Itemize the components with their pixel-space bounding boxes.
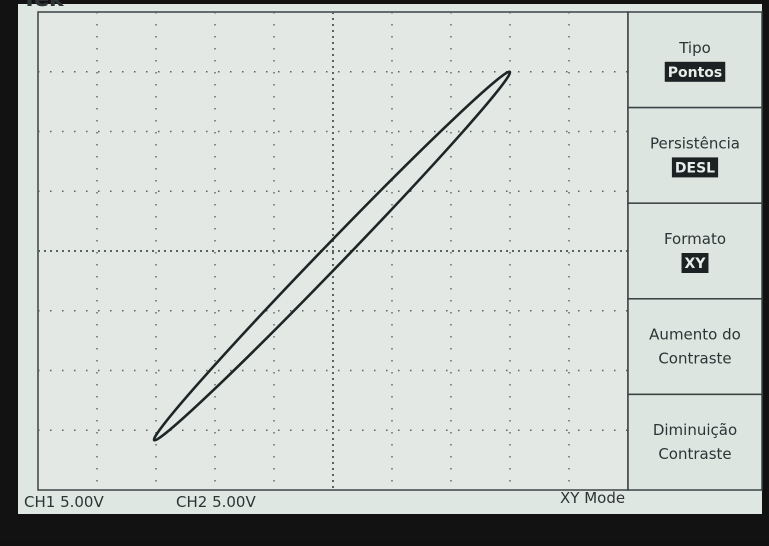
menu-label: Contraste bbox=[658, 445, 731, 463]
menu-label: Formato bbox=[664, 230, 726, 248]
menu-value: DESL bbox=[675, 160, 715, 176]
menu-label: Persistência bbox=[650, 134, 740, 152]
brand: Tek bbox=[22, 0, 65, 12]
menu-label: Tipo bbox=[678, 39, 711, 57]
menu-button-frame bbox=[628, 299, 762, 395]
oscilloscope-screen: Tek Tipo Pontos Persistência DESL Formato XY A… bbox=[0, 0, 769, 542]
side-menu: Tipo Pontos Persistência DESL Formato XY Aumen… bbox=[628, 12, 762, 490]
menu-button-frame bbox=[628, 12, 762, 108]
menu-button[interactable]: Aumento do Contraste bbox=[628, 299, 762, 395]
menu-label: Diminuição bbox=[653, 421, 737, 439]
menu-button-frame bbox=[628, 108, 762, 204]
menu-button-frame bbox=[628, 203, 762, 299]
page: Tek Tipo Pontos Persistência DESL Formato XY A… bbox=[0, 0, 769, 546]
menu-value: XY bbox=[685, 256, 707, 272]
menu-button[interactable]: Formato XY bbox=[628, 203, 762, 299]
menu-button[interactable]: Persistência DESL bbox=[628, 108, 762, 204]
ch2-scale: CH2 5.00V bbox=[176, 493, 256, 511]
menu-button[interactable]: Diminuição Contraste bbox=[628, 394, 762, 490]
mode-indicator: XY Mode bbox=[560, 489, 625, 507]
menu-button-frame bbox=[628, 394, 762, 490]
menu-label: Contraste bbox=[658, 350, 731, 368]
ch1-scale: CH1 5.00V bbox=[24, 493, 104, 511]
menu-button[interactable]: Tipo Pontos bbox=[628, 12, 762, 108]
menu-value: Pontos bbox=[668, 65, 723, 81]
menu-label: Aumento do bbox=[649, 326, 741, 344]
